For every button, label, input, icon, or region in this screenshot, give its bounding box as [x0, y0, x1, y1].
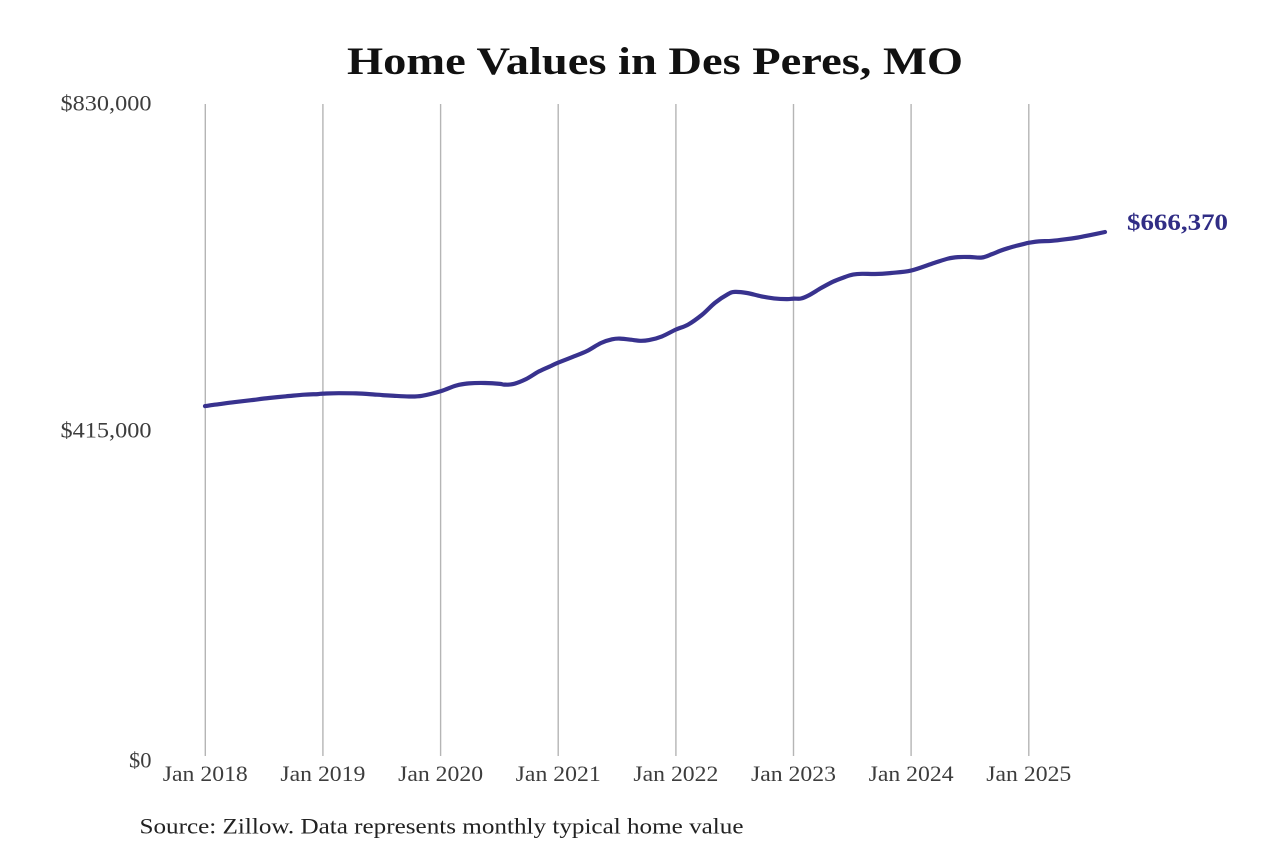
svg-text:Jan 2024: Jan 2024 [869, 761, 954, 786]
svg-text:Jan 2019: Jan 2019 [280, 761, 365, 786]
svg-text:$830,000: $830,000 [61, 91, 152, 116]
svg-text:$666,370: $666,370 [1127, 210, 1228, 235]
svg-text:Jan 2018: Jan 2018 [163, 761, 248, 786]
svg-text:Jan 2021: Jan 2021 [516, 761, 601, 786]
svg-text:Source: Zillow. Data represent: Source: Zillow. Data represents monthly … [140, 814, 744, 839]
svg-text:$0: $0 [129, 748, 152, 773]
svg-text:Home Values in Des Peres, MO: Home Values in Des Peres, MO [347, 40, 963, 83]
svg-text:Jan 2025: Jan 2025 [986, 761, 1071, 786]
svg-text:$415,000: $415,000 [61, 418, 152, 443]
svg-text:Jan 2022: Jan 2022 [633, 761, 718, 786]
svg-text:Jan 2023: Jan 2023 [751, 761, 836, 786]
svg-text:Jan 2020: Jan 2020 [398, 761, 483, 786]
